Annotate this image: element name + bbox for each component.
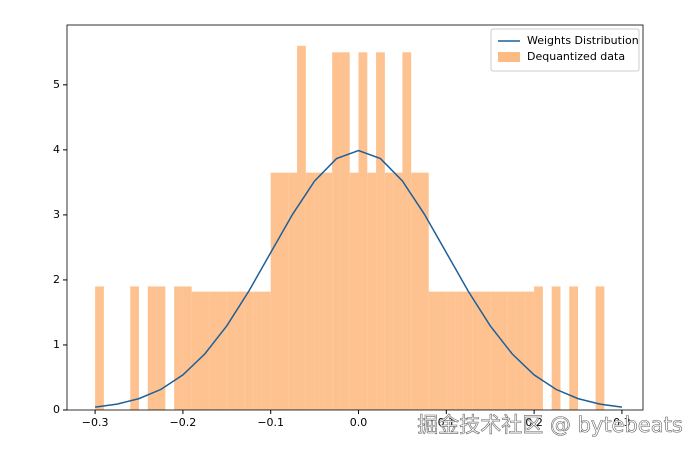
histogram-bar	[174, 286, 183, 410]
histogram-bar	[437, 291, 447, 410]
histogram-bar	[446, 291, 456, 410]
histogram-bar	[305, 172, 315, 410]
legend: Weights Distribution Dequantized data	[490, 28, 640, 72]
histogram-bar	[270, 172, 280, 410]
watermark: 掘金技术社区 @ bytebeats	[417, 413, 683, 437]
histogram-bar	[261, 291, 271, 410]
histogram-bar	[288, 172, 298, 410]
x-tick-label: −0.1	[257, 416, 284, 429]
x-tick-label: 0.2	[525, 416, 543, 429]
histogram-bar	[595, 286, 605, 410]
histogram-bar	[200, 291, 210, 410]
line	[94, 149, 623, 408]
histogram-bar	[191, 291, 201, 410]
histogram-bar	[95, 286, 104, 410]
histogram-bar	[147, 286, 157, 410]
histogram-bar	[384, 172, 394, 410]
histogram-bar	[323, 172, 333, 410]
histogram-bar	[393, 172, 403, 410]
x-tick-label: 0.0	[350, 416, 368, 429]
y-tick-label: 0	[53, 403, 60, 416]
histogram-bar	[376, 52, 385, 411]
histogram-bar	[551, 286, 561, 410]
histogram-bar	[235, 291, 245, 410]
histogram-bar	[209, 291, 219, 410]
histogram-bar	[455, 291, 464, 410]
plot-frame	[66, 24, 644, 411]
y-tick-label: 2	[53, 273, 60, 286]
histogram-bar	[358, 52, 368, 411]
histogram-bar	[218, 291, 227, 410]
x-tick-label: 0.1	[438, 416, 456, 429]
histogram-bar	[411, 172, 420, 410]
legend-label: Weights Distribution	[527, 34, 639, 47]
legend-frame	[490, 28, 640, 72]
histogram-bar	[226, 291, 236, 410]
histogram-bar	[244, 291, 254, 410]
histogram-bar	[367, 172, 377, 410]
legend-label: Dequantized data	[527, 50, 625, 63]
x-tick-label: −0.3	[82, 416, 109, 429]
y-tick-label: 1	[53, 338, 60, 351]
y-tick-label: 5	[53, 78, 60, 91]
histogram-bar	[516, 291, 526, 410]
histogram-bar	[428, 291, 438, 410]
histogram-bar	[463, 291, 473, 410]
y-tick-label: 3	[53, 208, 60, 221]
histogram-bar	[481, 291, 491, 410]
x-tick-label: −0.2	[170, 416, 197, 429]
histogram-bar	[340, 52, 350, 411]
legend-patch	[498, 52, 520, 62]
x-tick-label: 0.3	[613, 416, 631, 429]
histogram-bar	[332, 52, 341, 411]
histogram-bar	[419, 172, 429, 410]
histogram-bar	[297, 45, 306, 410]
histogram-bar	[499, 291, 508, 410]
histogram-bar	[472, 291, 482, 410]
histogram-bar	[130, 286, 139, 410]
histogram-bar	[156, 286, 166, 410]
histogram-bar	[182, 286, 192, 410]
histogram-bar	[349, 172, 359, 410]
histogram-bar	[507, 291, 517, 410]
histogram-bar	[253, 291, 262, 410]
histogram-bar	[279, 172, 289, 410]
histogram-bar	[534, 286, 543, 410]
histogram-bar	[569, 286, 579, 410]
histogram-bar	[402, 52, 412, 411]
y-tick-label: 4	[53, 143, 60, 156]
histogram-bar	[525, 291, 535, 410]
histogram-bar	[490, 291, 499, 410]
histogram-bar	[314, 172, 324, 410]
